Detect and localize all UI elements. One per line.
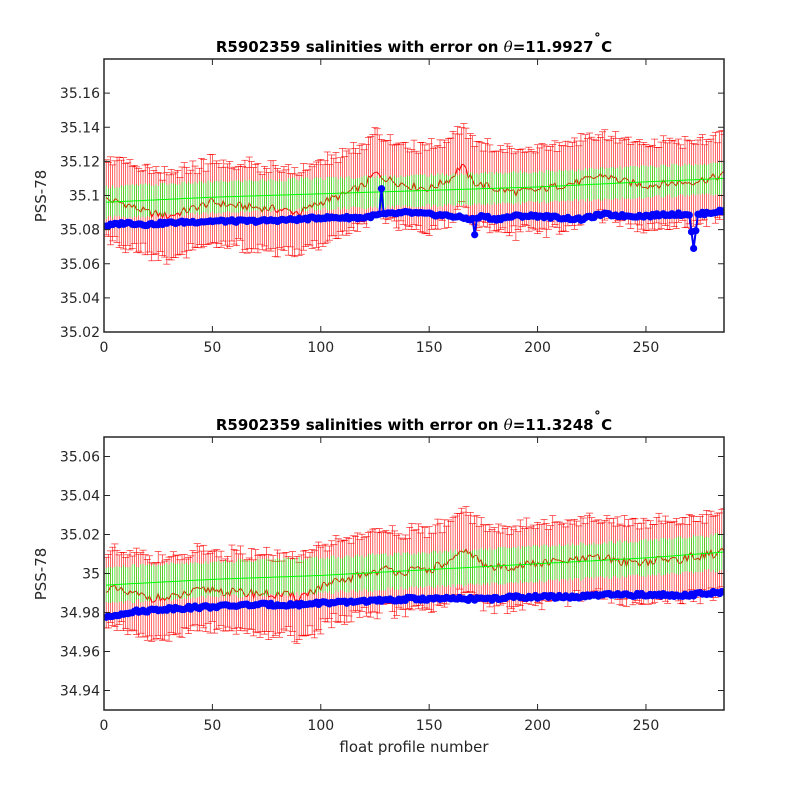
y-tick-label: 35.12 xyxy=(60,154,100,170)
x-tick-label: 200 xyxy=(524,718,551,734)
x-tick-label: 200 xyxy=(524,340,551,356)
x-tick-label: 150 xyxy=(416,718,443,734)
x-tick-label: 0 xyxy=(100,340,109,356)
y-tick-label: 35.08 xyxy=(60,223,100,239)
data-point xyxy=(685,211,693,219)
chart-top-y-axis-label: PSS-78 xyxy=(32,170,50,223)
series-2 xyxy=(104,587,724,621)
x-tick-label: 250 xyxy=(633,340,660,356)
chart-bottom-title-theta: θ xyxy=(504,416,513,434)
data-point xyxy=(692,227,700,235)
chart-bottom-axes: 0 50 100 150 200 250 34.94 34.96 34.98 35 35.02 35.… xyxy=(60,436,725,734)
chart-top-title-unit: C xyxy=(601,38,612,56)
series-2 xyxy=(104,185,724,252)
series-line xyxy=(106,551,724,586)
chart-bottom-title-degree: ˚ xyxy=(594,410,602,428)
x-tick-label: 250 xyxy=(633,718,660,734)
y-tick-label: 35.06 xyxy=(60,257,100,273)
chart-bottom-title-value: =11.3248 xyxy=(513,416,594,434)
y-tick-label: 35.06 xyxy=(60,450,100,466)
data-point xyxy=(471,231,479,239)
y-tick-label: 35.04 xyxy=(60,291,100,307)
series-line xyxy=(105,163,724,220)
y-tick-label: 35.02 xyxy=(60,325,100,341)
chart-bottom-title-prefix: R5902359 salinities with error on xyxy=(216,416,504,434)
y-tick-label: 34.96 xyxy=(60,645,100,661)
y-tick-label: 35.04 xyxy=(60,489,100,505)
x-tick-label: 0 xyxy=(100,718,109,734)
chart-top-title: R5902359 salinities with error on θ=11.9… xyxy=(216,32,612,56)
chart-top: R5902359 salinities with error on θ=11.9… xyxy=(32,32,725,356)
y-tick-label: 34.98 xyxy=(60,606,100,622)
data-point xyxy=(720,588,724,596)
x-tick-label: 50 xyxy=(203,718,221,734)
y-tick-label: 35.02 xyxy=(60,528,100,544)
y-tick-label: 35.14 xyxy=(60,120,100,136)
x-tick-label: 50 xyxy=(203,340,221,356)
chart-bottom-title: R5902359 salinities with error on θ=11.3… xyxy=(216,410,612,434)
series-line xyxy=(105,547,724,603)
chart-bottom-plot-area xyxy=(104,506,724,644)
chart-top-axes: 0 50 100 150 200 250 35.02 35.04 35.06 35.08 35.1 3… xyxy=(60,58,725,356)
chart-top-title-prefix: R5902359 salinities with error on xyxy=(216,38,504,56)
chart-top-title-value: =11.9927 xyxy=(513,38,594,56)
data-point xyxy=(377,185,386,193)
chart-bottom-x-axis-label: float profile number xyxy=(339,738,489,756)
series-line xyxy=(106,177,724,203)
y-tick-label: 34.94 xyxy=(60,684,100,700)
chart-bottom-y-axis-label: PSS-78 xyxy=(32,548,50,601)
chart-top-plot-area xyxy=(104,123,724,265)
x-tick-label: 100 xyxy=(307,718,334,734)
data-point xyxy=(720,207,724,215)
chart-bottom-title-unit: C xyxy=(601,416,612,434)
data-point xyxy=(690,244,698,252)
y-tick-label: 35.16 xyxy=(60,86,100,102)
y-tick-label: 35 xyxy=(82,567,100,583)
x-tick-label: 100 xyxy=(307,340,334,356)
chart-bottom: R5902359 salinities with error on θ=11.3… xyxy=(32,410,725,756)
chart-top-title-theta: θ xyxy=(504,38,513,56)
y-tick-label: 35.1 xyxy=(69,189,100,205)
series-1 xyxy=(105,532,724,604)
chart-top-title-degree: ˚ xyxy=(594,32,602,50)
x-tick-label: 150 xyxy=(416,340,443,356)
series-1 xyxy=(105,161,724,219)
